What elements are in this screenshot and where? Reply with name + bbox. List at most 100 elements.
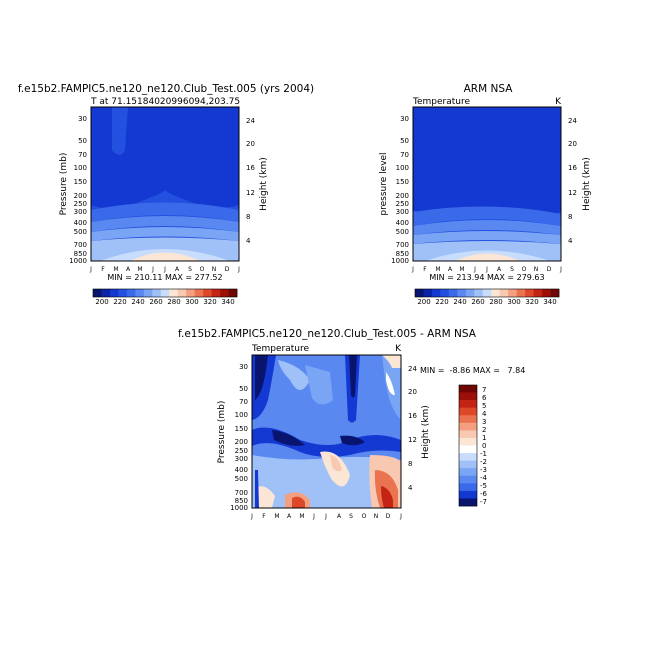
colorbar-swatch <box>459 422 477 431</box>
p1-ptick-1000: 1000 <box>69 257 87 265</box>
p3-cb-m4: -4 <box>480 474 488 482</box>
panel3-title: f.e15b2.FAMPIC5.ne120_ne120.Club_Test.00… <box>178 328 477 340</box>
colorbar-swatch <box>459 468 477 477</box>
p2-month-oct: O <box>522 266 527 273</box>
colorbar-swatch <box>459 460 477 469</box>
p3-cb-5: 5 <box>482 402 486 410</box>
p3-cb-m3: -3 <box>480 466 487 474</box>
p3-htick-16: 16 <box>408 412 417 420</box>
colorbar-swatch <box>459 445 477 454</box>
p3-month-jan2: J <box>399 513 402 520</box>
colorbar-swatch <box>109 289 119 297</box>
p3-month-jan: J <box>250 513 253 520</box>
p3-month-aug: A <box>337 513 342 520</box>
p3-ptick-250: 250 <box>235 447 248 455</box>
colorbar-swatch <box>228 289 238 297</box>
p1-cb-320: 320 <box>203 298 216 306</box>
p2-ptick-100: 100 <box>396 164 409 172</box>
p1-htick-12: 12 <box>246 189 255 197</box>
p1-ptick-400: 400 <box>74 219 87 227</box>
p3-cb-0: 0 <box>482 442 486 450</box>
p1-month-aug: A <box>175 266 180 273</box>
p1-month-feb: F <box>101 266 105 273</box>
colorbar-swatch <box>186 289 195 297</box>
p3-month-nov: N <box>374 513 379 520</box>
p1-month-may: M <box>137 266 142 273</box>
p3-ptick-70: 70 <box>239 398 248 406</box>
colorbar-swatch <box>203 289 212 297</box>
colorbar-swatch <box>459 400 477 408</box>
panel2-height-ticks: 24 20 16 12 8 4 <box>568 117 577 245</box>
colorbar-swatch <box>459 475 477 484</box>
colorbar-swatch <box>482 289 492 297</box>
colorbar-swatch <box>457 289 467 297</box>
colorbar-swatch <box>516 289 526 297</box>
p1-month-jan2: J <box>237 266 240 273</box>
p2-month-jul: J <box>485 266 488 273</box>
p1-cb-340: 340 <box>221 298 234 306</box>
p3-ptick-150: 150 <box>235 425 248 433</box>
colorbar-swatch <box>177 289 187 297</box>
panel2-ylabel: pressure level <box>379 152 389 215</box>
p2-cb-200: 200 <box>417 298 430 306</box>
panel3-ylabel: Pressure (mb) <box>217 401 227 464</box>
p1-ptick-850: 850 <box>74 250 87 258</box>
panel-model: f.e15b2.FAMPIC5.ne120_ne120.Club_Test.00… <box>18 83 314 306</box>
p2-month-dec: D <box>547 266 552 273</box>
p2-month-jan: J <box>411 266 414 273</box>
colorbar-frame <box>414 288 560 298</box>
p2-month-mar: M <box>435 266 440 273</box>
p3-ptick-50: 50 <box>239 385 248 393</box>
colorbar-swatch <box>431 289 441 297</box>
p2-ptick-400: 400 <box>396 219 409 227</box>
p2-htick-16: 16 <box>568 164 577 172</box>
p3-htick-8: 8 <box>408 460 412 468</box>
p3-month-oct: O <box>362 513 367 520</box>
p1-month-sep: S <box>188 266 192 273</box>
panel1-ylabel-right: Height (km) <box>259 157 269 211</box>
colorbar-swatch <box>525 289 534 297</box>
colorbar-swatch <box>152 289 162 297</box>
panel1-title: f.e15b2.FAMPIC5.ne120_ne120.Club_Test.00… <box>18 83 314 95</box>
p3-ptick-200: 200 <box>235 438 248 446</box>
p2-htick-8: 8 <box>568 213 572 221</box>
p3-month-feb: F <box>262 513 266 520</box>
panel3-plot <box>251 354 402 509</box>
panel1-month-ticks: J F M A M J J A S O N D J <box>89 266 240 273</box>
p2-ptick-70: 70 <box>400 151 409 159</box>
colorbar-swatch <box>459 498 477 507</box>
p3-month-jul: J <box>324 513 327 520</box>
p2-ptick-850: 850 <box>396 250 409 258</box>
colorbar-swatch <box>126 289 136 297</box>
colorbar-swatch <box>143 289 153 297</box>
colorbar-swatch <box>118 289 128 297</box>
panel3-subtitle-right: K <box>395 344 402 354</box>
p3-cb-m6: -6 <box>480 490 488 498</box>
p3-cb-2: 2 <box>482 426 486 434</box>
colorbar-swatch <box>550 289 560 297</box>
p3-month-apr: A <box>287 513 292 520</box>
panel-obs: ARM NSA Temperature K 30 50 70 100 150 2… <box>379 83 592 306</box>
p3-ptick-700: 700 <box>235 489 248 497</box>
colorbar-swatch <box>542 289 551 297</box>
panel3-height-ticks: 24 20 16 12 8 4 <box>408 365 417 492</box>
p3-ptick-500: 500 <box>235 475 248 483</box>
p2-ptick-500: 500 <box>396 228 409 236</box>
panel2-colorbar: 200 220 240 260 280 300 320 340 <box>414 288 560 306</box>
p3-htick-4: 4 <box>408 484 413 492</box>
p3-htick-20: 20 <box>408 388 417 396</box>
p1-cb-260: 260 <box>149 298 162 306</box>
panel3-colorbar: 7 6 5 4 3 2 1 0 -1 -2 -3 -4 -5 -6 -7 <box>458 384 488 507</box>
p3-cb-6: 6 <box>482 394 487 402</box>
p3-cb-m2: -2 <box>480 458 487 466</box>
panel2-ylabel-right: Height (km) <box>582 157 592 211</box>
p3-month-may: M <box>299 513 304 520</box>
colorbar-swatch <box>459 415 477 424</box>
p1-htick-20: 20 <box>246 140 255 148</box>
p2-cb-280: 280 <box>489 298 502 306</box>
p2-cb-220: 220 <box>435 298 448 306</box>
p3-month-mar: M <box>274 513 279 520</box>
colorbar-swatch <box>423 289 433 297</box>
p2-ptick-300: 300 <box>396 208 409 216</box>
